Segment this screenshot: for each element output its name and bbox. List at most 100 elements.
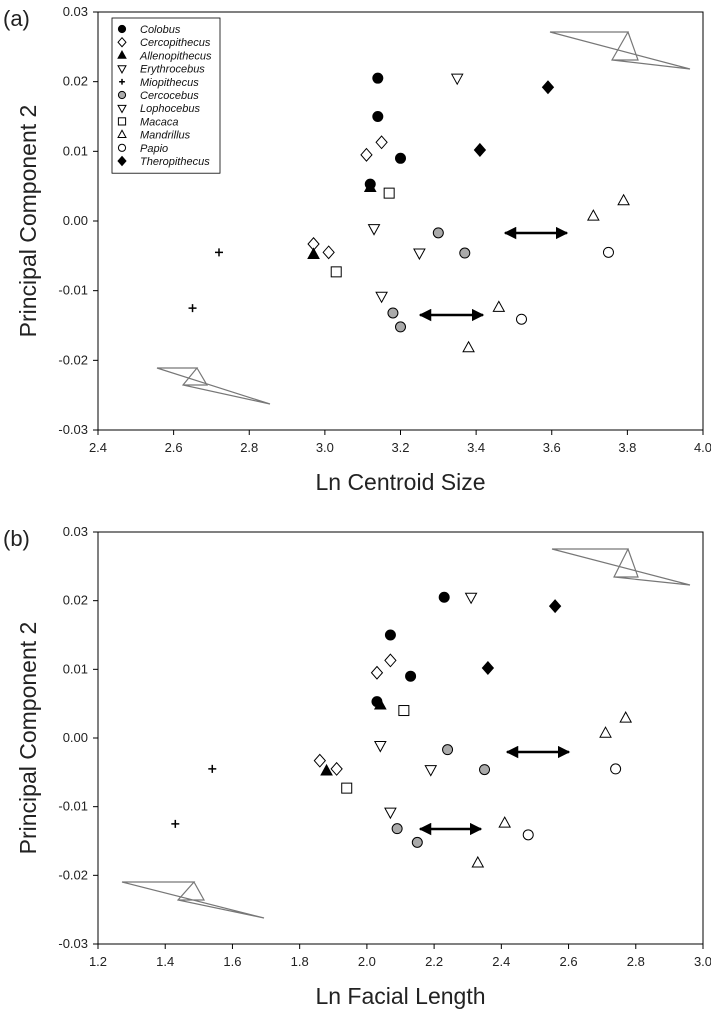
point [384,653,397,668]
x-tick-label: 3.4 [467,440,485,455]
x-tick-label: 2.8 [627,954,645,969]
point [391,823,403,835]
point [473,142,487,157]
point [481,660,495,675]
point [450,73,464,86]
point [464,592,478,605]
legend-label: Erythrocebus [140,64,205,76]
point [586,209,600,221]
point [471,855,485,868]
point [208,764,217,773]
x-tick-label: 1.8 [291,954,309,969]
point [360,147,373,162]
point [383,187,395,199]
legend-marker [117,50,127,59]
point [171,819,180,828]
legend-label: Cercocebus [140,90,199,102]
panel-label: (b) [3,526,30,551]
point [367,224,381,236]
x-tick-label: 2.0 [358,954,376,969]
point [498,816,512,828]
y-tick-label: 0.02 [63,593,88,608]
x-axis-label: Ln Centroid Size [315,469,485,495]
point [432,227,444,239]
y-tick-label: -0.02 [58,352,88,367]
point [373,741,387,753]
x-tick-label: 3.2 [391,440,409,455]
point [395,321,406,333]
x-tick-label: 3.0 [694,954,711,969]
point [387,307,399,319]
point [602,246,614,258]
legend-label: Cercopithecus [140,37,211,49]
legend-label: Papio [140,143,168,155]
legend-label: Theropithecus [140,156,210,168]
shape-icon [156,31,691,405]
y-tick-label: -0.01 [58,799,88,814]
x-tick-label: 4.0 [694,440,711,455]
y-tick-label: 0.00 [63,730,88,745]
y-tick-label: 0.02 [63,74,88,89]
panel-label: (a) [3,6,30,31]
y-tick-label: -0.03 [58,422,88,437]
point [384,807,397,820]
point [372,111,384,122]
point [330,266,342,278]
legend-label: Lophocebus [140,103,200,115]
x-tick-label: 2.2 [425,954,443,969]
point [599,726,612,738]
y-tick-label: 0.01 [63,661,88,676]
x-tick-label: 2.6 [560,954,578,969]
point [459,247,471,259]
x-tick-label: 2.4 [89,440,107,455]
x-tick-label: 2.6 [165,440,183,455]
point [188,304,197,313]
double-arrow [418,745,571,836]
legend-marker [117,155,127,167]
x-axis-label: Ln Facial Length [315,983,485,1009]
point [619,711,633,723]
x-tick-label: 2.4 [492,954,510,969]
y-tick-label: 0.03 [63,4,88,19]
point [610,763,622,775]
point [492,300,506,312]
point [320,763,333,776]
point [375,291,388,304]
point [215,248,223,257]
legend-marker [117,129,127,138]
legend-label: Allenopithecus [139,50,212,62]
point [307,247,320,259]
point [398,705,410,717]
point [370,665,384,680]
legend-marker [117,90,127,100]
point [442,744,454,756]
point [372,72,384,84]
y-axis-label: Principal Component 2 [15,622,41,855]
legend-marker [117,117,127,126]
y-axis-label: Principal Component 2 [15,105,41,338]
y-tick-label: -0.01 [58,283,88,298]
point [617,193,630,206]
point [363,180,377,193]
y-tick-label: -0.03 [58,936,88,951]
y-tick-label: 0.03 [63,524,88,539]
legend-label: Miopithecus [140,77,199,89]
legend-marker [119,78,125,85]
x-tick-label: 1.2 [89,954,107,969]
legend-marker [117,65,127,74]
legend-label: Macaca [140,116,179,128]
point [541,80,555,95]
point [479,764,491,776]
point [462,340,475,353]
point [405,670,417,682]
x-tick-label: 2.8 [240,440,258,455]
point [413,248,426,261]
shape-icon [121,548,691,919]
legend-marker [117,24,127,34]
x-tick-label: 3.6 [543,440,561,455]
y-tick-label: -0.02 [58,867,88,882]
point [322,245,335,260]
point [395,152,406,164]
